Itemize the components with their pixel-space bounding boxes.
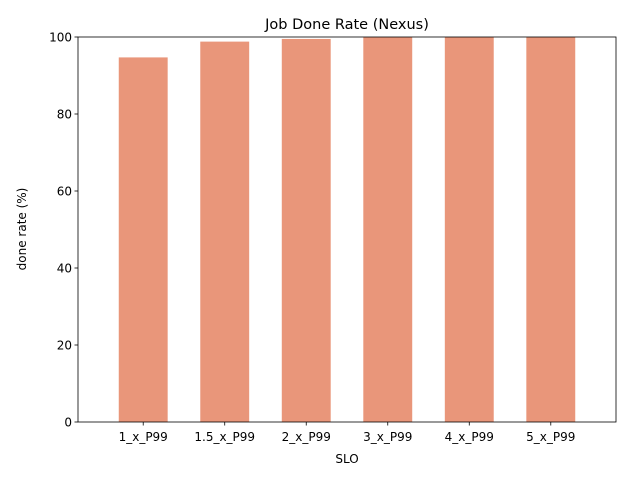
- y-tick-label: 40: [57, 262, 72, 276]
- bar-4_x_P99: [444, 37, 494, 422]
- bar-3_x_P99: [363, 37, 413, 422]
- axes-group: [77, 36, 617, 423]
- bar-5_x_P99: [526, 37, 576, 422]
- bar-2_x_P99: [281, 38, 331, 423]
- x-tick-label: 2_x_P99: [282, 430, 331, 444]
- bar-1.5_x_P99: [200, 41, 250, 423]
- x-tick-label: 5_x_P99: [526, 430, 575, 444]
- x-axis-label: SLO: [335, 452, 358, 466]
- y-tick-label: 60: [57, 185, 72, 199]
- y-ticks-group: 0 20 40 60 80 100: [49, 31, 78, 430]
- y-axis-label: done rate (%): [15, 188, 29, 271]
- x-tick-label: 4_x_P99: [445, 430, 494, 444]
- y-tick-label: 0: [64, 416, 72, 430]
- bar-1_x_P99: [118, 57, 168, 422]
- chart-title: Job Done Rate (Nexus): [264, 17, 429, 33]
- y-tick-label: 100: [49, 31, 72, 45]
- x-tick-label: 1_x_P99: [119, 430, 168, 444]
- y-tick-label: 80: [57, 108, 72, 122]
- bars-group: [118, 37, 576, 423]
- y-tick-label: 20: [57, 339, 72, 353]
- x-tick-label: 1.5_x_P99: [194, 430, 255, 444]
- plot-frame: [77, 36, 617, 423]
- x-tick-label: 3_x_P99: [363, 430, 412, 444]
- x-ticks-group: 1_x_P99 1.5_x_P99 2_x_P99 3_x_P99 4_x_P99 5_x…: [119, 422, 575, 444]
